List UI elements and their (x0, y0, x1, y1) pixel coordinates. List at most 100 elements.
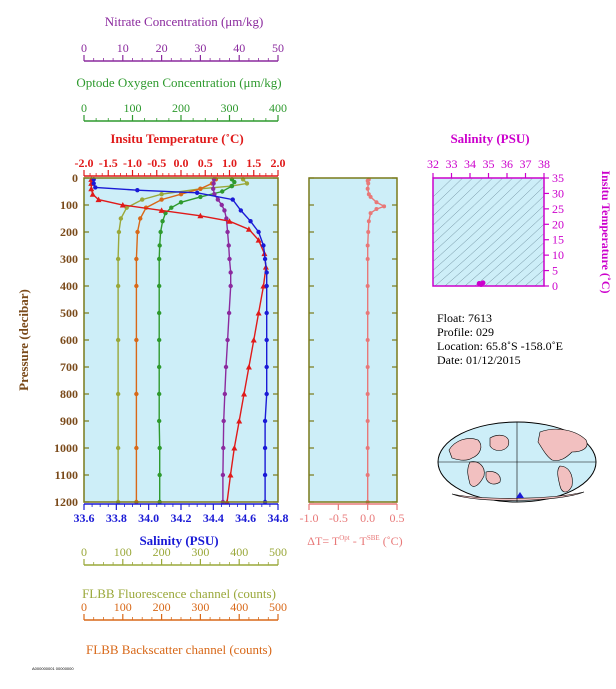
salinity-point (264, 364, 269, 370)
salinity-axis-tick-label: 33.8 (106, 511, 127, 525)
temperature-axis: Insitu Temperature (˚C) -2.0 -1.5 -1.0 -0.5… (75, 131, 286, 177)
nitrate-axis-tick-label: 10 (117, 41, 129, 55)
density-contour (534, 277, 544, 286)
fluorescence-point (115, 337, 121, 343)
fluorescence-point (115, 445, 121, 451)
delta-t-point (374, 200, 379, 205)
pressure-tick-label: 1000 (54, 441, 78, 455)
fluorescence-axis-tick-label: 300 (191, 545, 209, 559)
density-contour (434, 186, 544, 286)
backscatter-point (134, 391, 139, 397)
nitrate-point (211, 181, 216, 186)
temperature-point (88, 185, 95, 192)
salinity-axis-tick-label: 34.6 (235, 511, 256, 525)
fluorescence-axis-label: FLBB Fluorescence channel (counts) (82, 586, 276, 601)
salinity-axis-tick-label: 34.2 (171, 511, 192, 525)
salinity-point (264, 337, 269, 343)
pressure-tick-label: 200 (60, 225, 78, 239)
ts-x-tick-label: 32 (427, 157, 439, 171)
location: Location: 65.8˚S -158.0˚E (437, 339, 563, 353)
ts-point (480, 280, 486, 286)
backscatter-point (159, 197, 164, 202)
backscatter-axis-tick-label: 100 (114, 600, 132, 614)
salinity-axis-tick-label: 34.0 (138, 511, 159, 525)
salinity-point (261, 243, 266, 248)
backscatter-axis-tick-label: 0 (81, 600, 87, 614)
nitrate-point (224, 216, 229, 221)
temperature-point (231, 445, 238, 451)
oxygen-axis-tick-label: 300 (221, 101, 239, 115)
nitrate-point (222, 208, 227, 213)
float-id: Float: 7613 (437, 311, 493, 325)
delta-t-point (374, 207, 379, 212)
pressure-tick-label: 1200 (54, 495, 78, 509)
oxygen-point (156, 418, 162, 424)
temperature-point (95, 196, 102, 203)
backscatter-point (135, 229, 140, 235)
pressure-tick-label: 900 (60, 414, 78, 428)
ts-y-tick-label: 15 (552, 233, 564, 247)
salinity-point (135, 187, 140, 193)
nitrate-point (221, 418, 226, 424)
temperature-point (245, 226, 252, 232)
fluorescence-point (244, 181, 250, 186)
oxygen-point (160, 219, 165, 224)
temperature-series (88, 176, 269, 505)
nitrate-point (222, 391, 228, 397)
fluorescence-point (118, 216, 124, 221)
delta-t-point (366, 181, 371, 186)
temperature-point (245, 364, 252, 370)
oxygen-point (220, 189, 225, 194)
delta-t-point (365, 473, 370, 477)
ts-y-tick-label: 20 (552, 217, 564, 231)
delta-t-point (365, 311, 370, 315)
delta-t-point (366, 219, 371, 224)
salinity-axis-label: Salinity (PSU) (139, 533, 218, 548)
delta-t-axis-label: ΔT= TOpt - TSBE (˚C) (307, 534, 402, 548)
density-contours (433, 178, 544, 286)
pressure-tick-label: 400 (60, 279, 78, 293)
oxygen-point (178, 200, 184, 205)
nitrate-axis-tick-label: 0 (81, 41, 87, 55)
salinity-point (262, 256, 268, 262)
fluorescence-axis-tick-label: 200 (153, 545, 171, 559)
fluorescence-axis: 0 100 200 300 400 500 FLBB Fluorescence chann… (81, 545, 287, 601)
delta-t-point (365, 257, 370, 261)
oxygen-point (157, 445, 162, 451)
nitrate-axis: Nitrate Concentration (μm/kg) 0 10 20 30 40 5… (81, 14, 284, 62)
oxygen-axis: Optode Oxygen Concentration (μm/kg) 0 100… (76, 75, 287, 122)
fluorescence-point (116, 229, 122, 235)
pressure-axis-label: Pressure (decibar) (16, 289, 31, 391)
delta-t-point (365, 186, 370, 191)
temperature-axis-tick-label: -1.0 (123, 156, 142, 170)
ts-panel-background (433, 178, 544, 286)
density-contour (433, 178, 544, 280)
salinity-point (248, 219, 253, 224)
fluorescence-axis-tick-label: 400 (230, 545, 248, 559)
delta-t-point (365, 392, 370, 396)
backscatter-axis-label: FLBB Backscatter channel (counts) (86, 642, 272, 657)
temperature-axis-tick-label: 0.0 (174, 156, 189, 170)
salinity-point (194, 190, 200, 196)
density-contour (524, 269, 544, 286)
salinity-point (262, 418, 268, 424)
backscatter-point (198, 186, 203, 191)
temperature-axis-tick-label: 2.0 (271, 156, 286, 170)
nitrate-point (225, 229, 230, 235)
backscatter-point (138, 216, 143, 221)
delta-t-tick-label: -1.0 (300, 511, 319, 525)
density-contour (433, 178, 524, 262)
density-contour (433, 178, 534, 271)
density-contour (433, 178, 504, 244)
density-contour (494, 242, 544, 286)
ts-x-tick-label: 34 (464, 157, 476, 171)
salinity-point (91, 181, 96, 186)
salinity-point (264, 270, 269, 275)
ts-x-tick-label: 36 (501, 157, 513, 171)
density-contour (433, 178, 474, 217)
ts-title: Salinity (PSU) (450, 131, 529, 146)
nitrate-point (228, 283, 233, 289)
ts-x-tick-label: 33 (446, 157, 458, 171)
temperature-point (89, 191, 96, 197)
